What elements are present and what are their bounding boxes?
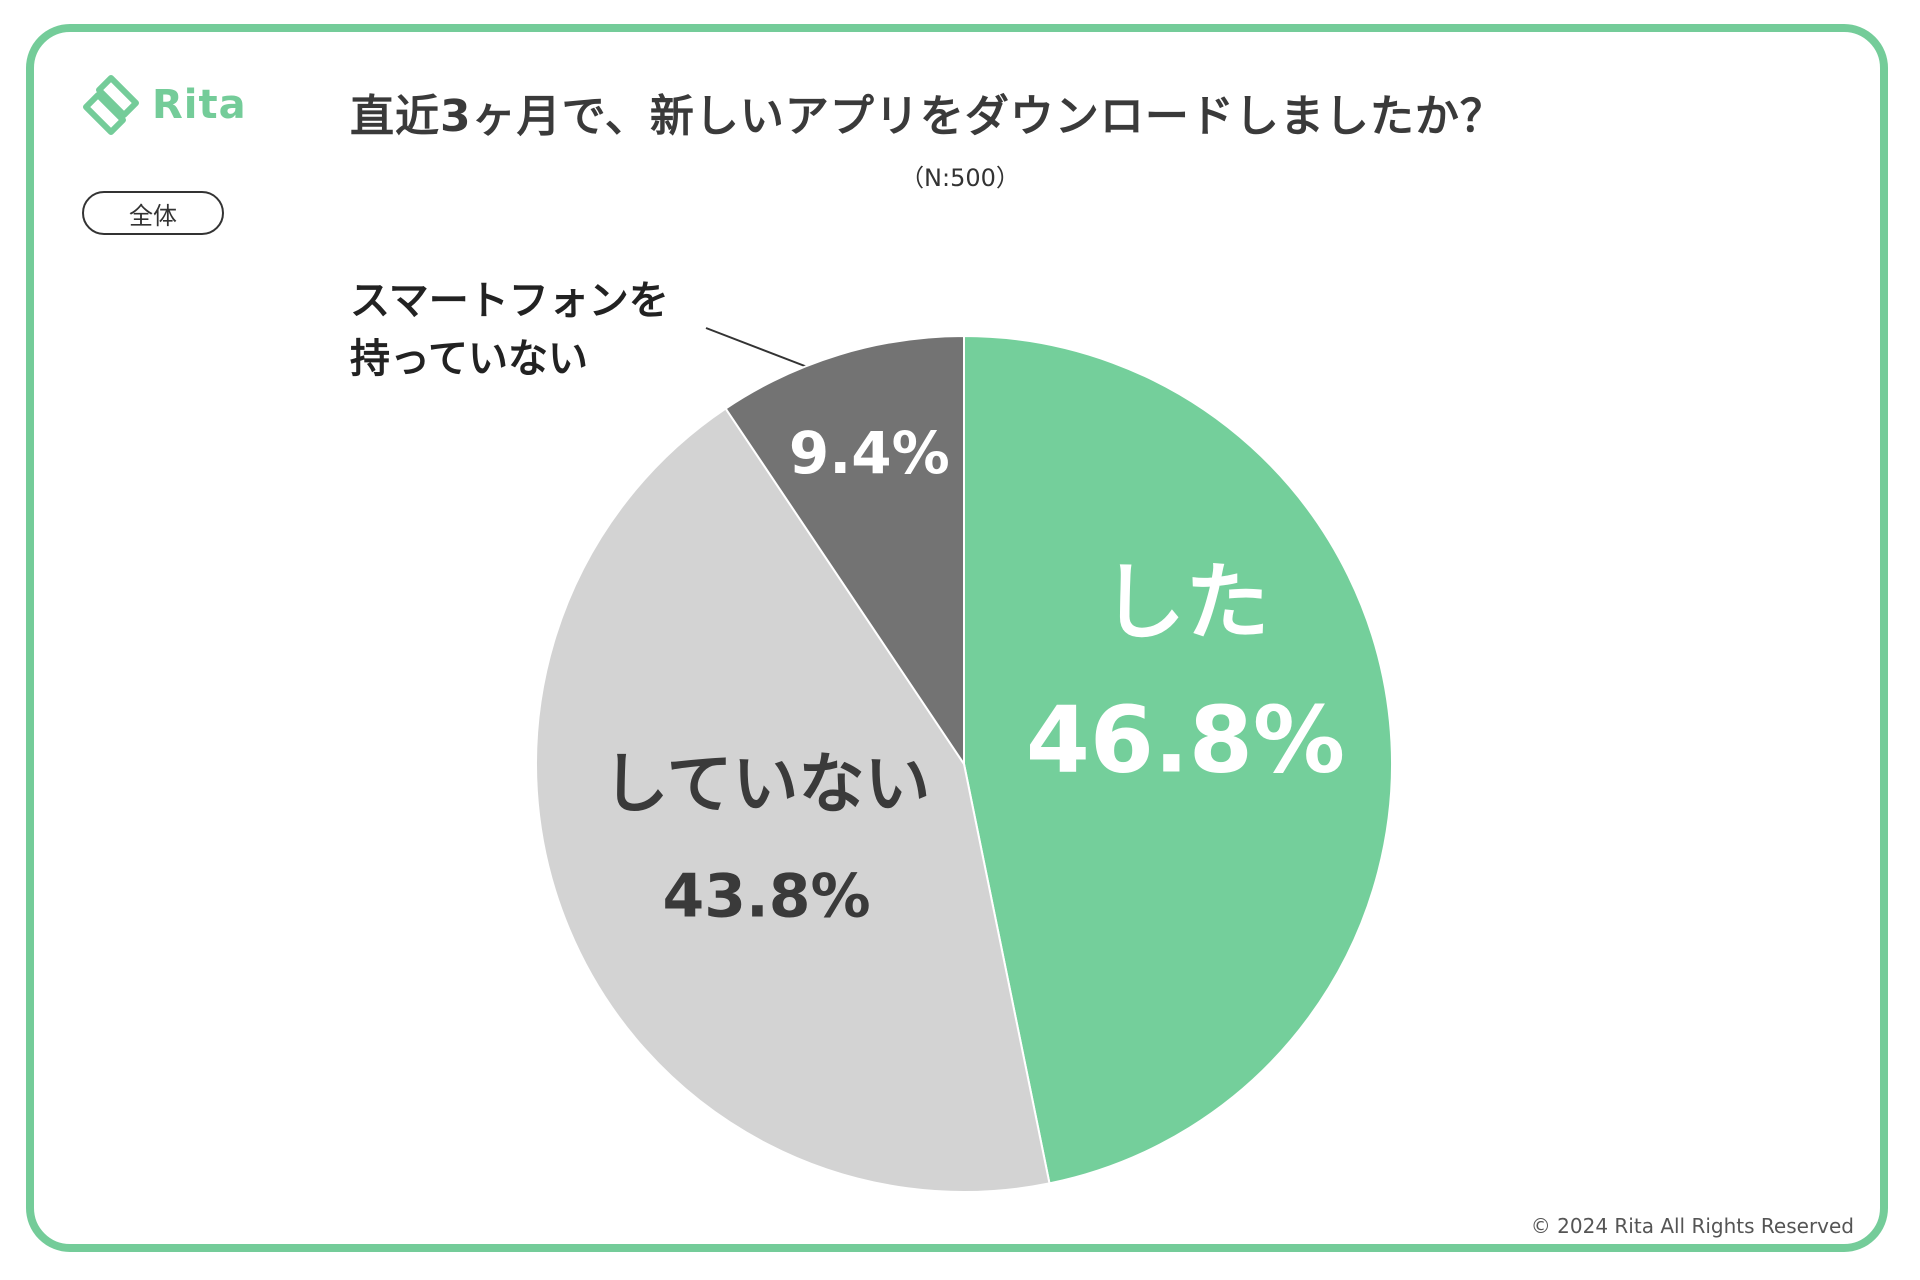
callout-line-2: 持っていない bbox=[350, 336, 588, 382]
callout-label: スマートフォンを 持っていない bbox=[350, 272, 669, 388]
rita-logo-icon bbox=[83, 75, 139, 135]
chart-title: 直近3ヶ月で、新しいアプリをダウンロードしましたか？ bbox=[350, 91, 1505, 142]
callout-line-1: スマートフォンを bbox=[350, 278, 669, 324]
slice-value-label-2: 9.4% bbox=[789, 419, 950, 487]
slice-name-label-0: した bbox=[1101, 554, 1269, 652]
segment-tab-all[interactable]: 全体 bbox=[82, 191, 224, 235]
slice-value-label-1: 43.8% bbox=[662, 862, 870, 932]
slice-name-label-1: していない bbox=[603, 746, 931, 823]
sample-size: （N:500） bbox=[900, 164, 1020, 192]
brand-name: Rita bbox=[152, 82, 247, 128]
slice-value-label-0: 46.8% bbox=[1026, 687, 1345, 794]
pie-slice-2 bbox=[724, 334, 965, 768]
pie-slice-1 bbox=[535, 407, 1051, 1194]
pie-slice-0 bbox=[963, 334, 1393, 1185]
brand-logo: Rita bbox=[80, 74, 247, 136]
copyright-text: © 2024 Rita All Rights Reserved bbox=[1530, 1214, 1854, 1238]
